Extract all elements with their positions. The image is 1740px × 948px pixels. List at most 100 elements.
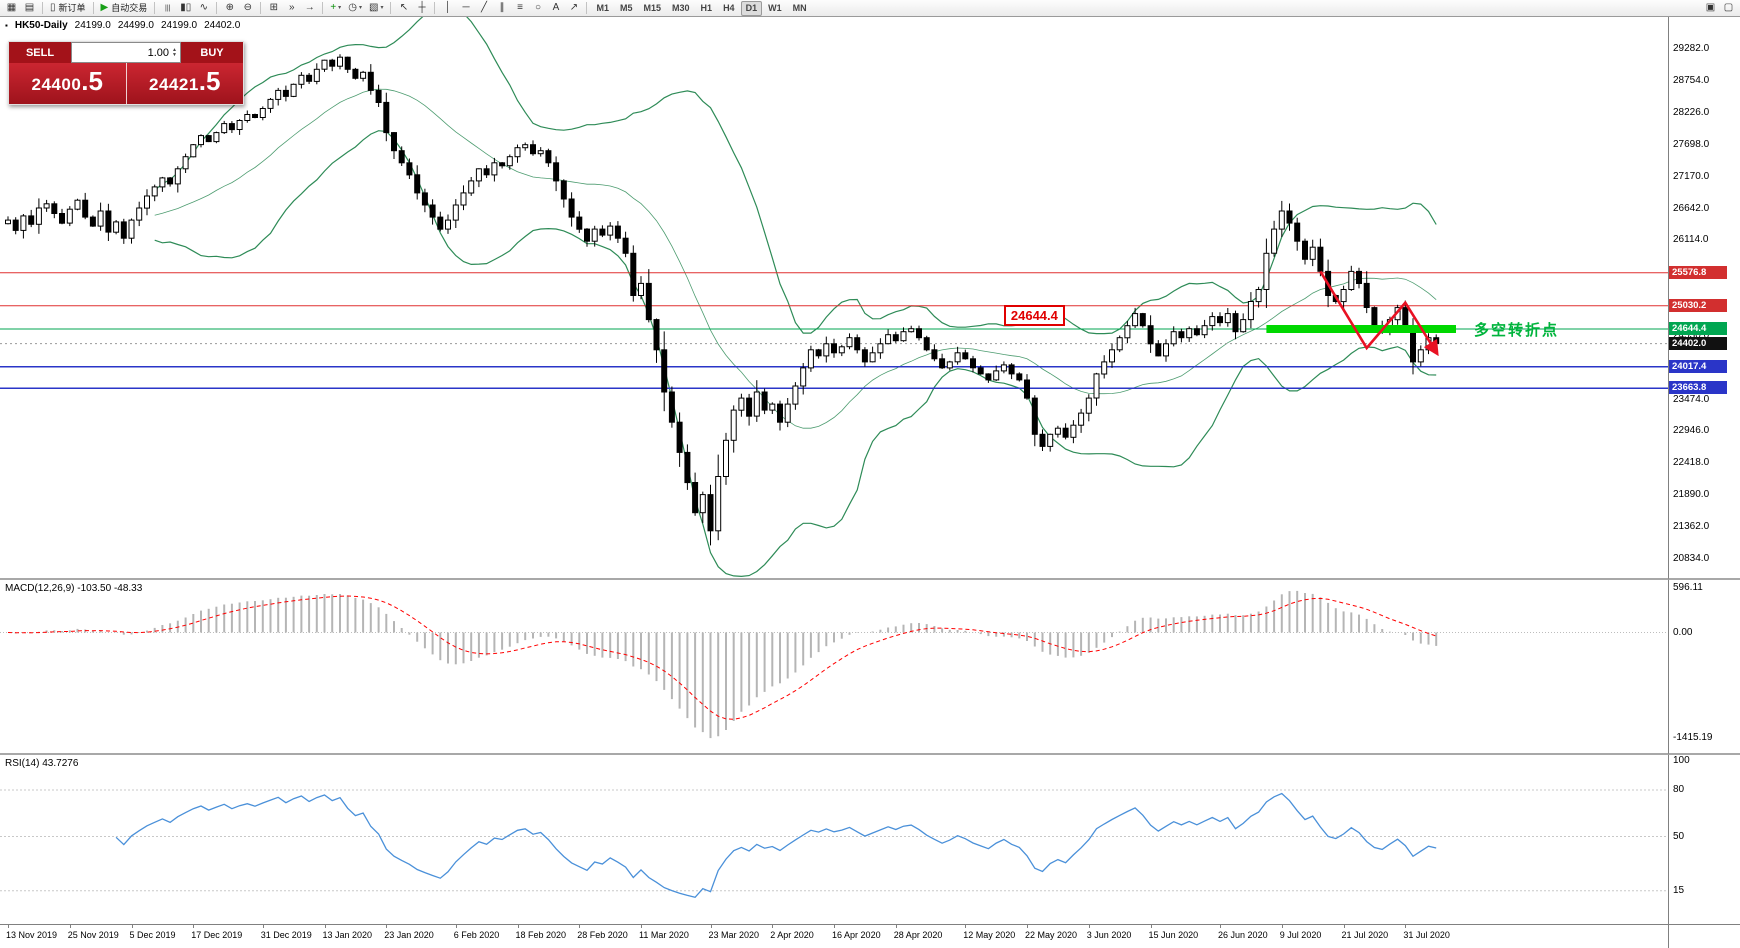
volume-input[interactable]: 1.00 ▲ ▼	[71, 42, 181, 63]
ohlc-close: 24402.0	[204, 20, 241, 31]
timeframe-D1[interactable]: D1	[740, 0, 763, 16]
crosshair-button[interactable]: ┼	[413, 1, 430, 16]
buy-button[interactable]: BUY	[181, 42, 243, 63]
layers-icon: ▣	[1705, 2, 1716, 13]
date-label: 31 Jul 2020	[1403, 930, 1450, 940]
price-scale-label: 21890.0	[1673, 489, 1710, 501]
price-scale-label: 23474.0	[1673, 393, 1710, 405]
time-tick	[1405, 925, 1407, 928]
new-chart-button[interactable]: ▦	[3, 1, 20, 16]
channel-button[interactable]: ∥	[493, 1, 510, 16]
sell-price-frac: .5	[81, 66, 103, 96]
rsi-panel[interactable]: RSI(14) 43.7276	[0, 755, 1668, 925]
timeframe-M15[interactable]: M15	[643, 2, 662, 13]
volume-value: 1.00	[147, 46, 170, 59]
vertical-line-button[interactable]: │	[439, 1, 456, 16]
time-tick	[772, 925, 774, 928]
time-tick	[1281, 925, 1283, 928]
price-scale-label: 26642.0	[1673, 202, 1710, 214]
zoom-in-button[interactable]: ⊕	[221, 1, 238, 16]
price-annotation-box[interactable]: 24644.4	[1003, 305, 1065, 327]
price-scale[interactable]: 20834.0 21362.0 21890.0 22418.0 22946.0 23474…	[1668, 17, 1740, 580]
volume-spinner-icon[interactable]: ▲ ▼	[172, 46, 177, 58]
caret-down-icon: ▾	[380, 5, 384, 11]
auto-scroll-button[interactable]: »	[283, 1, 300, 16]
autotrading-button[interactable]: ▶ 自动交易	[98, 1, 151, 16]
periods-button[interactable]: ◷ ▾	[345, 1, 365, 16]
channel-icon: ∥	[499, 2, 505, 13]
toolbar-separator	[42, 2, 43, 14]
new-order-button[interactable]: ▯ 新订单	[47, 1, 89, 16]
chart-shift-button[interactable]: →	[301, 1, 318, 16]
ohlc-high: 24499.0	[117, 20, 154, 31]
time-tick	[1220, 925, 1222, 928]
ohlc-low: 24199.0	[160, 20, 198, 31]
horizontal-line-button[interactable]: ─	[457, 1, 474, 16]
date-label: 31 Dec 2019	[260, 930, 312, 940]
macd-scale-label: 0.00	[1673, 626, 1693, 638]
macd-scale: 596.11 0.00 -1415.19	[1668, 580, 1740, 755]
chart-bars-icon: |||	[165, 4, 171, 12]
new-order-label: 新订单	[58, 2, 86, 13]
one-click-trading-panel: SELL 1.00 ▲ ▼ BUY 24400 .5 24421 .5	[8, 41, 244, 105]
tile-windows-button[interactable]: ⊞	[265, 1, 282, 16]
timeframe-M5[interactable]: M5	[620, 2, 633, 13]
profiles-button[interactable]: ▤	[21, 1, 38, 16]
toolbar-separator	[390, 2, 392, 14]
candlestick-chart[interactable]	[0, 17, 1668, 578]
chart-line-button[interactable]: ∿	[195, 1, 212, 16]
timeframe-MN[interactable]: MN	[792, 2, 807, 13]
caret-down-icon: ▾	[338, 5, 342, 11]
cursor-button[interactable]: ↖	[395, 1, 412, 16]
main-chart[interactable]: ▪ HK50-Daily 24199.0 24499.0 24199.0 244…	[0, 17, 1668, 580]
rsi-scale-label: 100	[1673, 755, 1690, 766]
buy-price-button[interactable]: 24421 .5	[127, 63, 244, 104]
time-tick	[517, 925, 519, 928]
fibonacci-button[interactable]: ≡	[511, 1, 528, 16]
time-tick	[193, 925, 195, 928]
price-scale-label: 22418.0	[1673, 457, 1710, 469]
timeframe-W1[interactable]: W1	[768, 2, 782, 13]
date-label: 2 Apr 2020	[770, 930, 814, 940]
timeframe-M1[interactable]: M1	[596, 2, 609, 13]
indicators-button[interactable]: + ▾	[327, 1, 344, 16]
time-tick	[641, 925, 643, 928]
text-icon: A	[552, 2, 560, 13]
time-tick	[1343, 925, 1345, 928]
arrows-button[interactable]: ↗	[565, 1, 582, 16]
date-label: 13 Nov 2019	[6, 930, 58, 940]
time-axis[interactable]: 13 Nov 2019 25 Nov 2019 5 Dec 2019 17 Dec 2…	[0, 925, 1668, 948]
templates-button[interactable]: ▧ ▾	[366, 1, 386, 16]
sell-price-button[interactable]: 24400 .5	[9, 63, 127, 104]
timeframe-H4[interactable]: H4	[723, 2, 735, 13]
vertical-line-icon: │	[444, 2, 452, 13]
trendline-button[interactable]: ╱	[475, 1, 492, 16]
chart-candlesticks-button[interactable]: ▮▯	[177, 1, 194, 16]
arrows-icon: ↗	[569, 2, 579, 13]
layers-button[interactable]: ▣	[1702, 1, 1719, 16]
date-label: 12 May 2020	[963, 930, 1016, 940]
timeframe-M30[interactable]: M30	[672, 2, 690, 13]
caret-down-icon: ▾	[359, 5, 363, 11]
chart-bars-button[interactable]: |||	[159, 1, 176, 16]
profiles-icon: ▤	[24, 2, 35, 13]
price-line-flag: 24017.4	[1669, 359, 1727, 373]
macd-scale-label: -1415.19	[1673, 732, 1713, 744]
zoom-out-button[interactable]: ⊖	[239, 1, 256, 16]
cursor-icon: ↖	[399, 2, 409, 13]
date-label: 9 Jul 2020	[1279, 930, 1322, 940]
time-tick	[131, 925, 133, 928]
sell-button[interactable]: SELL	[9, 42, 71, 63]
text-button[interactable]: A	[547, 1, 564, 16]
date-label: 6 Feb 2020	[453, 930, 500, 940]
price-scale-label: 21362.0	[1673, 521, 1710, 533]
date-label: 23 Mar 2020	[708, 930, 760, 940]
timeframe-H1[interactable]: H1	[700, 2, 713, 13]
sell-price: 24400	[31, 75, 82, 94]
shapes-button[interactable]: ○	[529, 1, 546, 16]
macd-panel[interactable]: MACD(12,26,9) -103.50 -48.33	[0, 580, 1668, 755]
panel-toggle-button[interactable]: ▢	[1720, 1, 1737, 16]
time-tick	[1150, 925, 1152, 928]
date-label: 21 Jul 2020	[1341, 930, 1389, 940]
